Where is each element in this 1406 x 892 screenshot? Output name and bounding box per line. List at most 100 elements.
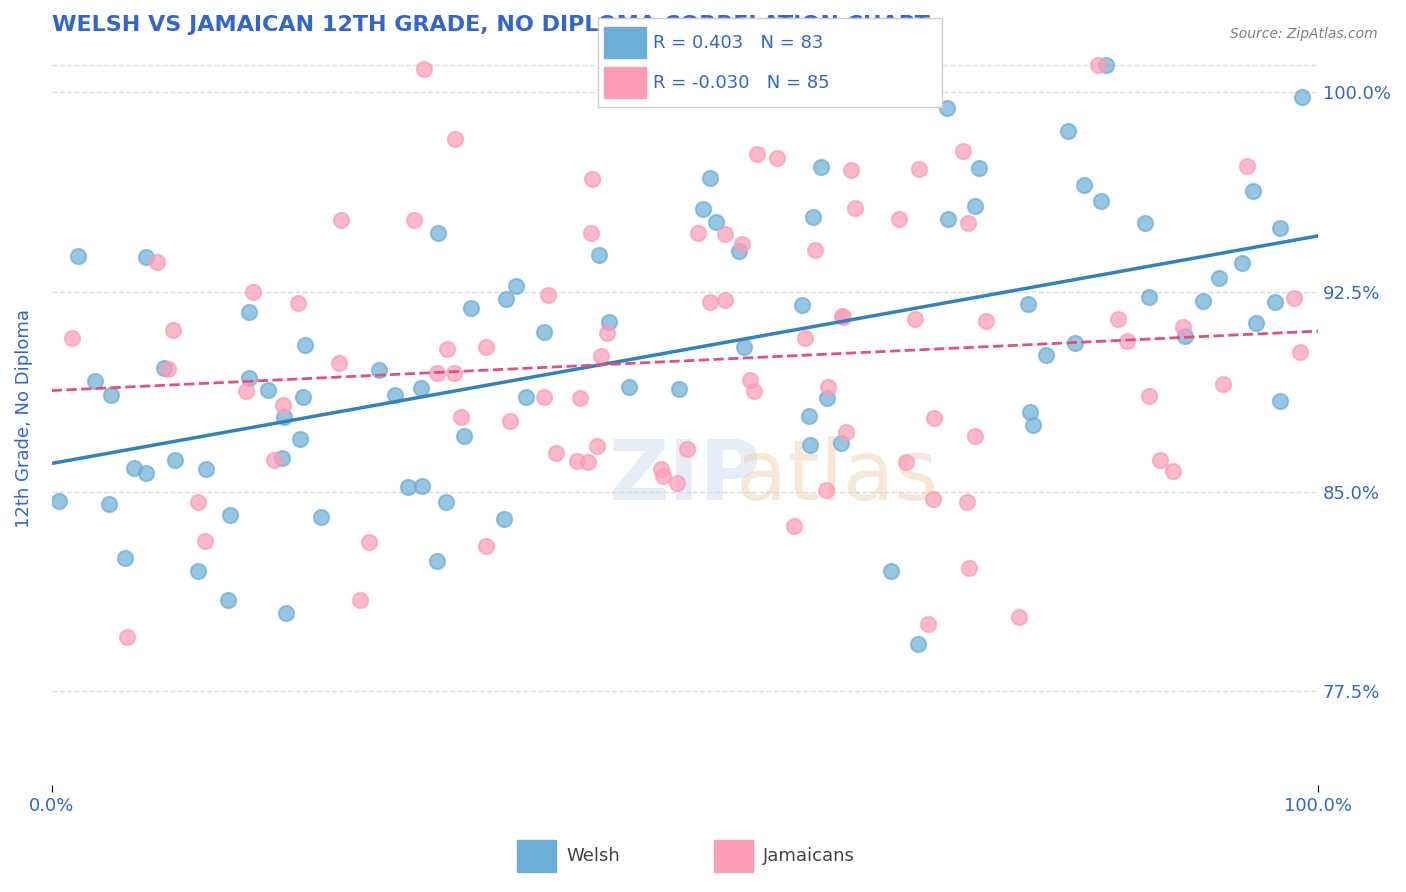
Point xyxy=(329,213,352,227)
Point xyxy=(426,226,449,240)
Point xyxy=(1241,184,1264,198)
Point xyxy=(579,226,602,240)
Point xyxy=(896,455,918,469)
Point xyxy=(586,439,609,453)
Point xyxy=(835,425,858,439)
Point xyxy=(162,323,184,337)
Point xyxy=(117,630,139,644)
Point xyxy=(1018,405,1040,419)
Point xyxy=(134,467,156,481)
Bar xyxy=(713,840,754,872)
Point xyxy=(742,384,765,399)
Point xyxy=(533,325,555,339)
Point xyxy=(956,216,979,230)
Point xyxy=(544,446,567,460)
Point xyxy=(801,210,824,224)
Point xyxy=(412,62,434,76)
Text: Jamaicans: Jamaicans xyxy=(762,847,855,865)
Point xyxy=(793,331,815,345)
Point xyxy=(460,301,482,315)
Point xyxy=(1212,376,1234,391)
Point xyxy=(699,295,721,310)
Point xyxy=(1133,216,1156,230)
Point xyxy=(922,410,945,425)
Point xyxy=(652,469,675,483)
Point xyxy=(195,461,218,475)
Point xyxy=(219,508,242,522)
Point xyxy=(153,361,176,376)
Point xyxy=(48,494,70,508)
Point xyxy=(409,381,432,395)
Point xyxy=(956,494,979,508)
Point xyxy=(676,442,699,457)
Point xyxy=(1264,294,1286,309)
Point xyxy=(271,451,294,466)
Point xyxy=(790,298,813,312)
Point xyxy=(271,398,294,412)
Point xyxy=(187,564,209,578)
Text: R = 0.403   N = 83: R = 0.403 N = 83 xyxy=(652,34,823,52)
Point xyxy=(384,387,406,401)
Point xyxy=(515,390,537,404)
Text: Welsh: Welsh xyxy=(565,847,620,865)
Point xyxy=(533,390,555,404)
Point xyxy=(436,342,458,356)
Point xyxy=(938,212,960,227)
Text: atlas: atlas xyxy=(735,436,938,517)
Point xyxy=(889,211,911,226)
Text: Source: ZipAtlas.com: Source: ZipAtlas.com xyxy=(1230,27,1378,41)
Point xyxy=(903,312,925,326)
Point xyxy=(688,226,710,240)
Point xyxy=(1192,293,1215,308)
Point xyxy=(404,213,426,227)
Point xyxy=(668,382,690,396)
Point xyxy=(114,551,136,566)
Point xyxy=(193,533,215,548)
Point xyxy=(650,462,672,476)
Text: ZIP: ZIP xyxy=(609,436,761,517)
Point xyxy=(396,480,419,494)
Point xyxy=(187,495,209,509)
Point xyxy=(411,479,433,493)
Point xyxy=(714,293,737,308)
Point xyxy=(1161,464,1184,478)
Point xyxy=(733,340,755,354)
Point xyxy=(917,617,939,632)
Y-axis label: 12th Grade, No Diploma: 12th Grade, No Diploma xyxy=(15,309,32,528)
Point xyxy=(1090,194,1112,209)
Point xyxy=(963,199,986,213)
Point xyxy=(1282,291,1305,305)
Point xyxy=(165,453,187,467)
Point xyxy=(1095,58,1118,72)
Text: R = -0.030   N = 85: R = -0.030 N = 85 xyxy=(652,74,830,92)
Bar xyxy=(517,840,555,872)
Point xyxy=(1268,393,1291,408)
Point xyxy=(1017,297,1039,311)
Point xyxy=(238,371,260,385)
Point xyxy=(475,539,498,553)
Point xyxy=(804,244,827,258)
Point xyxy=(976,314,998,328)
Point xyxy=(832,310,855,325)
Point xyxy=(1244,316,1267,330)
Point xyxy=(287,296,309,310)
Point xyxy=(699,171,721,186)
Point xyxy=(328,356,350,370)
Point xyxy=(349,592,371,607)
Point xyxy=(596,326,619,341)
Point xyxy=(1008,610,1031,624)
Point xyxy=(839,162,862,177)
Point xyxy=(880,564,903,578)
Point xyxy=(967,161,990,175)
Point xyxy=(217,592,239,607)
Point xyxy=(292,390,315,404)
Point xyxy=(436,494,458,508)
Point xyxy=(146,255,169,269)
Point xyxy=(952,144,974,158)
Point xyxy=(450,410,472,425)
Point xyxy=(1149,452,1171,467)
Point xyxy=(444,132,467,146)
Point xyxy=(799,438,821,452)
Point xyxy=(505,279,527,293)
Point xyxy=(157,362,180,376)
